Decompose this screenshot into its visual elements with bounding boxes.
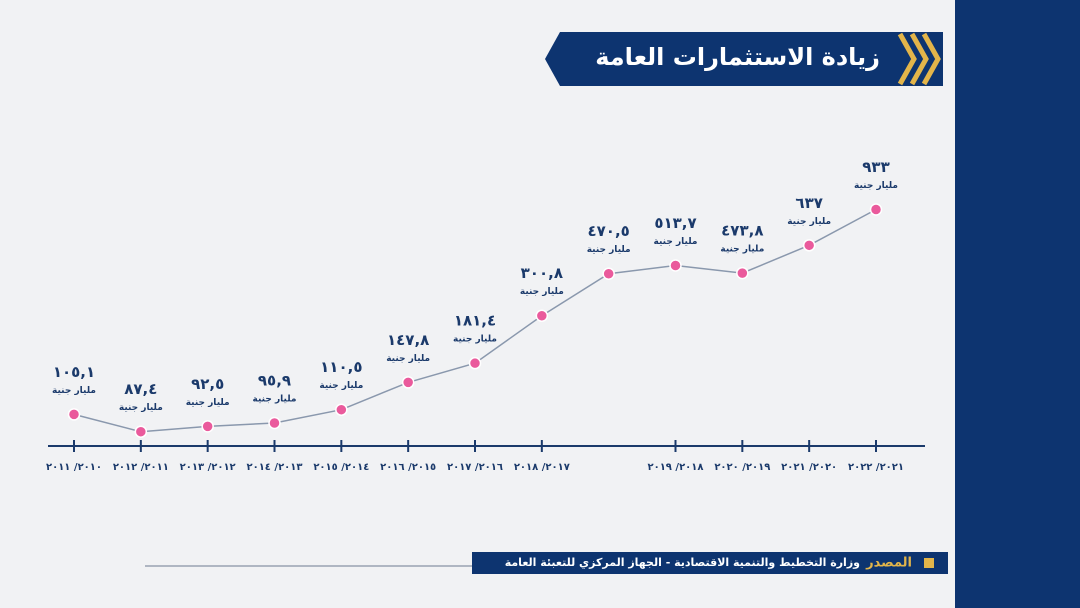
marker	[602, 267, 615, 280]
data-label: ٣٠٠,٨	[521, 264, 563, 282]
unit-label: مليار جنية	[787, 217, 831, 227]
data-label: ٩٣٣	[862, 158, 889, 176]
title-banner	[545, 32, 943, 86]
chart-title: زيادة الاستثمارات العامة	[595, 43, 880, 71]
unit-label: مليار جنية	[587, 245, 631, 255]
unit-label: مليار جنية	[52, 386, 96, 396]
footer-bullet	[924, 558, 934, 568]
x-tick-label: ٢٠١٧/ ٢٠١٨	[514, 462, 570, 473]
unit-label: مليار جنية	[520, 287, 564, 297]
data-label: ١١٠,٥	[320, 358, 362, 376]
unit-label: مليار جنية	[720, 245, 764, 255]
data-label: ٤٧٠,٥	[588, 222, 630, 240]
marker	[802, 239, 816, 252]
marker	[201, 420, 214, 433]
x-tick-label: ٢٠١٣/ ٢٠١٤	[247, 462, 303, 473]
x-tick-label: ٢٠١٩/ ٢٠٢٠	[714, 462, 770, 473]
x-tick-label: ٢٠١٦/ ٢٠١٧	[447, 462, 503, 473]
x-tick-label: ٢٠١٤/ ٢٠١٥	[313, 462, 369, 473]
data-label: ١٠٥,١	[53, 363, 95, 381]
x-tick-label: ٢٠١٨/ ٢٠١٩	[648, 462, 704, 473]
marker	[869, 203, 883, 216]
x-tick-label: ٢٠١٠/ ٢٠١١	[46, 462, 102, 473]
x-tick-label: ٢٠٢٠/ ٢٠٢١	[781, 462, 837, 473]
x-tick-label: ٢٠١٢/ ٢٠١٣	[180, 462, 236, 473]
marker	[335, 403, 348, 416]
marker	[468, 356, 482, 370]
unit-label: مليار جنية	[253, 394, 297, 404]
data-label: ١٤٧,٨	[387, 331, 429, 349]
unit-label: مليار جنية	[186, 398, 230, 408]
source: وزارة التخطيط والتنمية الاقتصادية - الجه…	[505, 556, 860, 569]
marker	[669, 259, 682, 272]
unit-label: مليار جنية	[654, 237, 698, 247]
marker	[535, 309, 549, 322]
marker	[134, 425, 148, 438]
footer-bar	[472, 552, 948, 574]
data-label: ٩٥,٩	[258, 371, 291, 389]
unit-label: مليار جنية	[319, 381, 363, 391]
unit-label: مليار جنية	[453, 335, 497, 345]
side-band	[955, 0, 1080, 608]
marker	[67, 408, 81, 421]
x-tick-label: ٢٠١٥/ ٢٠١٦	[380, 462, 436, 473]
marker	[268, 416, 281, 430]
source-label: المصدر	[865, 556, 912, 571]
unit-label: مليار جنية	[119, 403, 163, 413]
marker	[736, 266, 749, 280]
data-label: ٦٣٧	[795, 194, 822, 212]
data-label: ٥١٣,٧	[654, 214, 696, 232]
chevrons	[897, 32, 941, 86]
unit-label: مليار جنية	[854, 181, 898, 191]
data-label: ٨٧,٤	[124, 380, 157, 398]
data-label: ١٨١,٤	[454, 312, 496, 330]
data-label: ٤٧٣,٨	[721, 222, 763, 240]
x-tick-label: ٢٠٢١/ ٢٠٢٢	[848, 462, 904, 473]
data-label: ٩٢,٥	[191, 375, 224, 393]
x-tick-label: ٢٠١١/ ٢٠١٢	[113, 462, 169, 473]
marker	[401, 376, 415, 389]
unit-label: مليار جنية	[386, 354, 430, 364]
